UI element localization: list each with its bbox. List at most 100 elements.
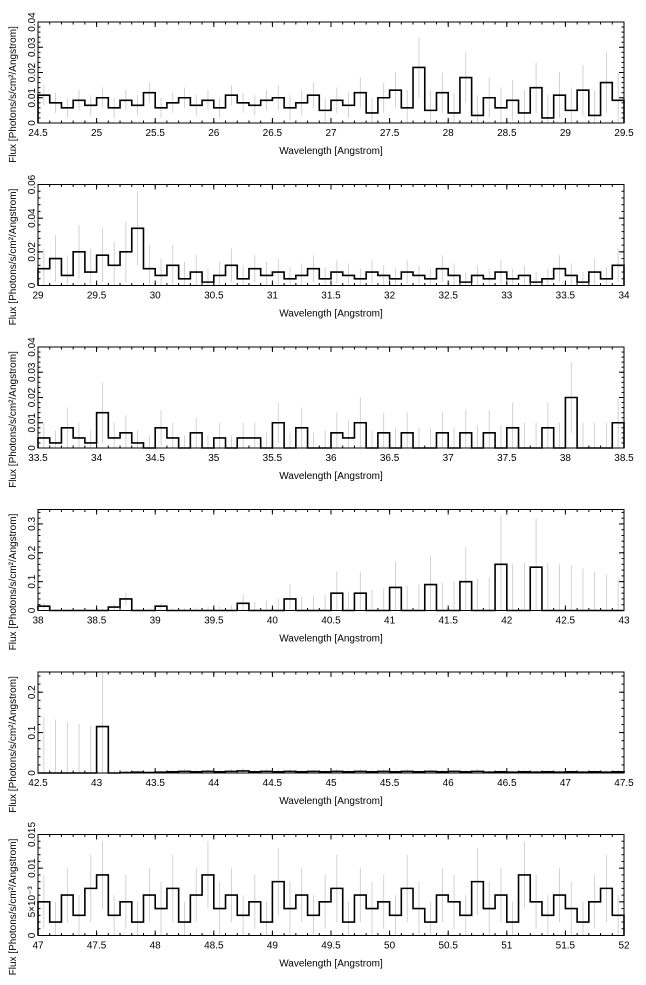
x-tick-label: 41.5 — [438, 616, 458, 627]
y-axis-label: Flux [Photons/s/cm²/Angstrom] — [8, 26, 19, 163]
x-tick-label: 52 — [618, 941, 630, 952]
y-tick-label: 5×10⁻³ — [27, 886, 38, 918]
y-tick-label: 0.01 — [27, 88, 38, 108]
y-axis-label: Flux [Photons/s/cm²/Angstrom] — [8, 676, 19, 813]
y-tick-label: 0.02 — [27, 62, 38, 82]
x-tick-label: 45.5 — [380, 778, 400, 789]
y-tick-label: 0 — [27, 607, 38, 613]
y-axis-label: Flux [Photons/s/cm²/Angstrom] — [8, 351, 19, 488]
y-tick-label: 0.1 — [27, 725, 38, 739]
x-axis-label: Wavelength [Angstrom] — [279, 309, 383, 320]
x-tick-label: 33 — [501, 291, 513, 302]
panel-5: 42.5 43 43.5 44 44.5 45 45.5 46 46.5 47 47.5 0 0.1 0.… — [8, 671, 634, 813]
x-tick-label: 38.5 — [614, 453, 634, 464]
x-tick-label: 38.5 — [87, 616, 107, 627]
x-tick-label: 36 — [325, 453, 337, 464]
x-tick-label: 49.5 — [321, 941, 341, 952]
x-tick-label: 42 — [501, 616, 513, 627]
y-axis-label: Flux [Photons/s/cm²/Angstrom] — [8, 513, 19, 650]
x-tick-label: 47.5 — [87, 941, 107, 952]
y-tick-label: 0 — [27, 282, 38, 288]
y-tick-label: 0.06 — [27, 174, 38, 194]
x-tick-label: 33.5 — [28, 453, 48, 464]
x-tick-label: 41 — [384, 616, 396, 627]
x-tick-label: 26 — [208, 128, 220, 139]
x-tick-label: 37.5 — [497, 453, 517, 464]
x-tick-label: 32 — [384, 291, 396, 302]
x-tick-label: 39.5 — [204, 616, 224, 627]
x-axis-label: Wavelength [Angstrom] — [279, 959, 383, 970]
x-tick-label: 38 — [32, 616, 44, 627]
x-tick-label: 44.5 — [263, 778, 283, 789]
panel-2: 29 29.5 30 30.5 31 31.5 32 32.5 33 33.5 34 0 0.02 0.0… — [8, 174, 630, 325]
x-tick-label: 33.5 — [556, 291, 576, 302]
y-tick-label: 0.2 — [27, 685, 38, 699]
x-axis-label: Wavelength [Angstrom] — [279, 796, 383, 807]
x-tick-label: 35.5 — [263, 453, 283, 464]
x-tick-label: 42.5 — [556, 616, 576, 627]
y-tick-label: 0.1 — [27, 574, 38, 588]
y-axis-label: Flux [Photons/s/cm²/Angstrom] — [8, 188, 19, 325]
panel-4: 38 38.5 39 39.5 40 40.5 41 41.5 42 42.5 43 0 0.1 0.2 0… — [8, 509, 630, 650]
x-tick-label: 43 — [618, 616, 630, 627]
x-axis-label: Wavelength [Angstrom] — [279, 471, 383, 482]
y-tick-label: 0 — [27, 445, 38, 451]
x-tick-label: 47 — [560, 778, 572, 789]
x-tick-label: 50.5 — [438, 941, 458, 952]
x-axis-label: Wavelength [Angstrom] — [279, 634, 383, 645]
x-tick-label: 37 — [443, 453, 455, 464]
x-tick-label: 51.5 — [556, 941, 576, 952]
x-tick-label: 46.5 — [497, 778, 517, 789]
x-tick-label: 48.5 — [204, 941, 224, 952]
y-tick-label: 0.3 — [27, 517, 38, 531]
x-tick-label: 25.5 — [145, 128, 165, 139]
x-tick-label: 29 — [560, 128, 572, 139]
x-tick-label: 36.5 — [380, 453, 400, 464]
y-tick-label: 0.01 — [27, 413, 38, 433]
x-tick-label: 43 — [91, 778, 103, 789]
y-axis-label: Flux [Photons/s/cm²/Angstrom] — [8, 838, 19, 975]
x-tick-label: 29 — [32, 291, 44, 302]
x-tick-label: 39 — [150, 616, 162, 627]
x-tick-label: 51 — [501, 941, 513, 952]
x-tick-label: 28.5 — [497, 128, 517, 139]
x-tick-label: 47 — [32, 941, 44, 952]
x-tick-label: 32.5 — [438, 291, 458, 302]
x-tick-label: 46 — [443, 778, 455, 789]
y-tick-label: 0.02 — [27, 242, 38, 262]
x-tick-label: 40 — [267, 616, 279, 627]
x-tick-label: 35 — [208, 453, 220, 464]
panel-1: 24.5 25 25.5 26 26.5 27 27.5 28 28.5 29 29.5 0 0.01 0… — [8, 12, 634, 163]
x-tick-label: 45 — [325, 778, 337, 789]
y-tick-label: 0.03 — [27, 37, 38, 57]
x-tick-label: 34 — [91, 453, 103, 464]
y-tick-label: 0.02 — [27, 387, 38, 407]
y-tick-label: 0.01 — [27, 858, 38, 878]
y-tick-label: 0 — [27, 120, 38, 126]
x-tick-label: 27 — [325, 128, 337, 139]
x-tick-label: 30 — [150, 291, 162, 302]
x-tick-label: 42.5 — [28, 778, 48, 789]
x-tick-label: 40.5 — [321, 616, 341, 627]
x-tick-label: 49 — [267, 941, 279, 952]
y-tick-label: 0.04 — [27, 12, 38, 32]
x-tick-label: 29.5 — [87, 291, 107, 302]
flux-histogram — [37, 874, 625, 936]
x-tick-label: 26.5 — [263, 128, 283, 139]
x-tick-label: 34.5 — [145, 453, 165, 464]
x-tick-label: 38 — [560, 453, 572, 464]
x-tick-label: 27.5 — [380, 128, 400, 139]
x-tick-label: 34 — [618, 291, 630, 302]
panel-3: 33.5 34 34.5 35 35.5 36 36.5 37 37.5 38 38.5 0 0.01 0… — [8, 337, 634, 488]
x-tick-label: 31.5 — [321, 291, 341, 302]
flux-histogram — [37, 563, 624, 612]
y-tick-label: 0 — [27, 932, 38, 938]
x-tick-label: 31 — [267, 291, 279, 302]
y-tick-label: 0.04 — [27, 208, 38, 228]
x-tick-label: 47.5 — [614, 778, 634, 789]
y-tick-label: 0 — [27, 770, 38, 776]
x-tick-label: 29.5 — [614, 128, 634, 139]
y-tick-label: 0.2 — [27, 545, 38, 559]
